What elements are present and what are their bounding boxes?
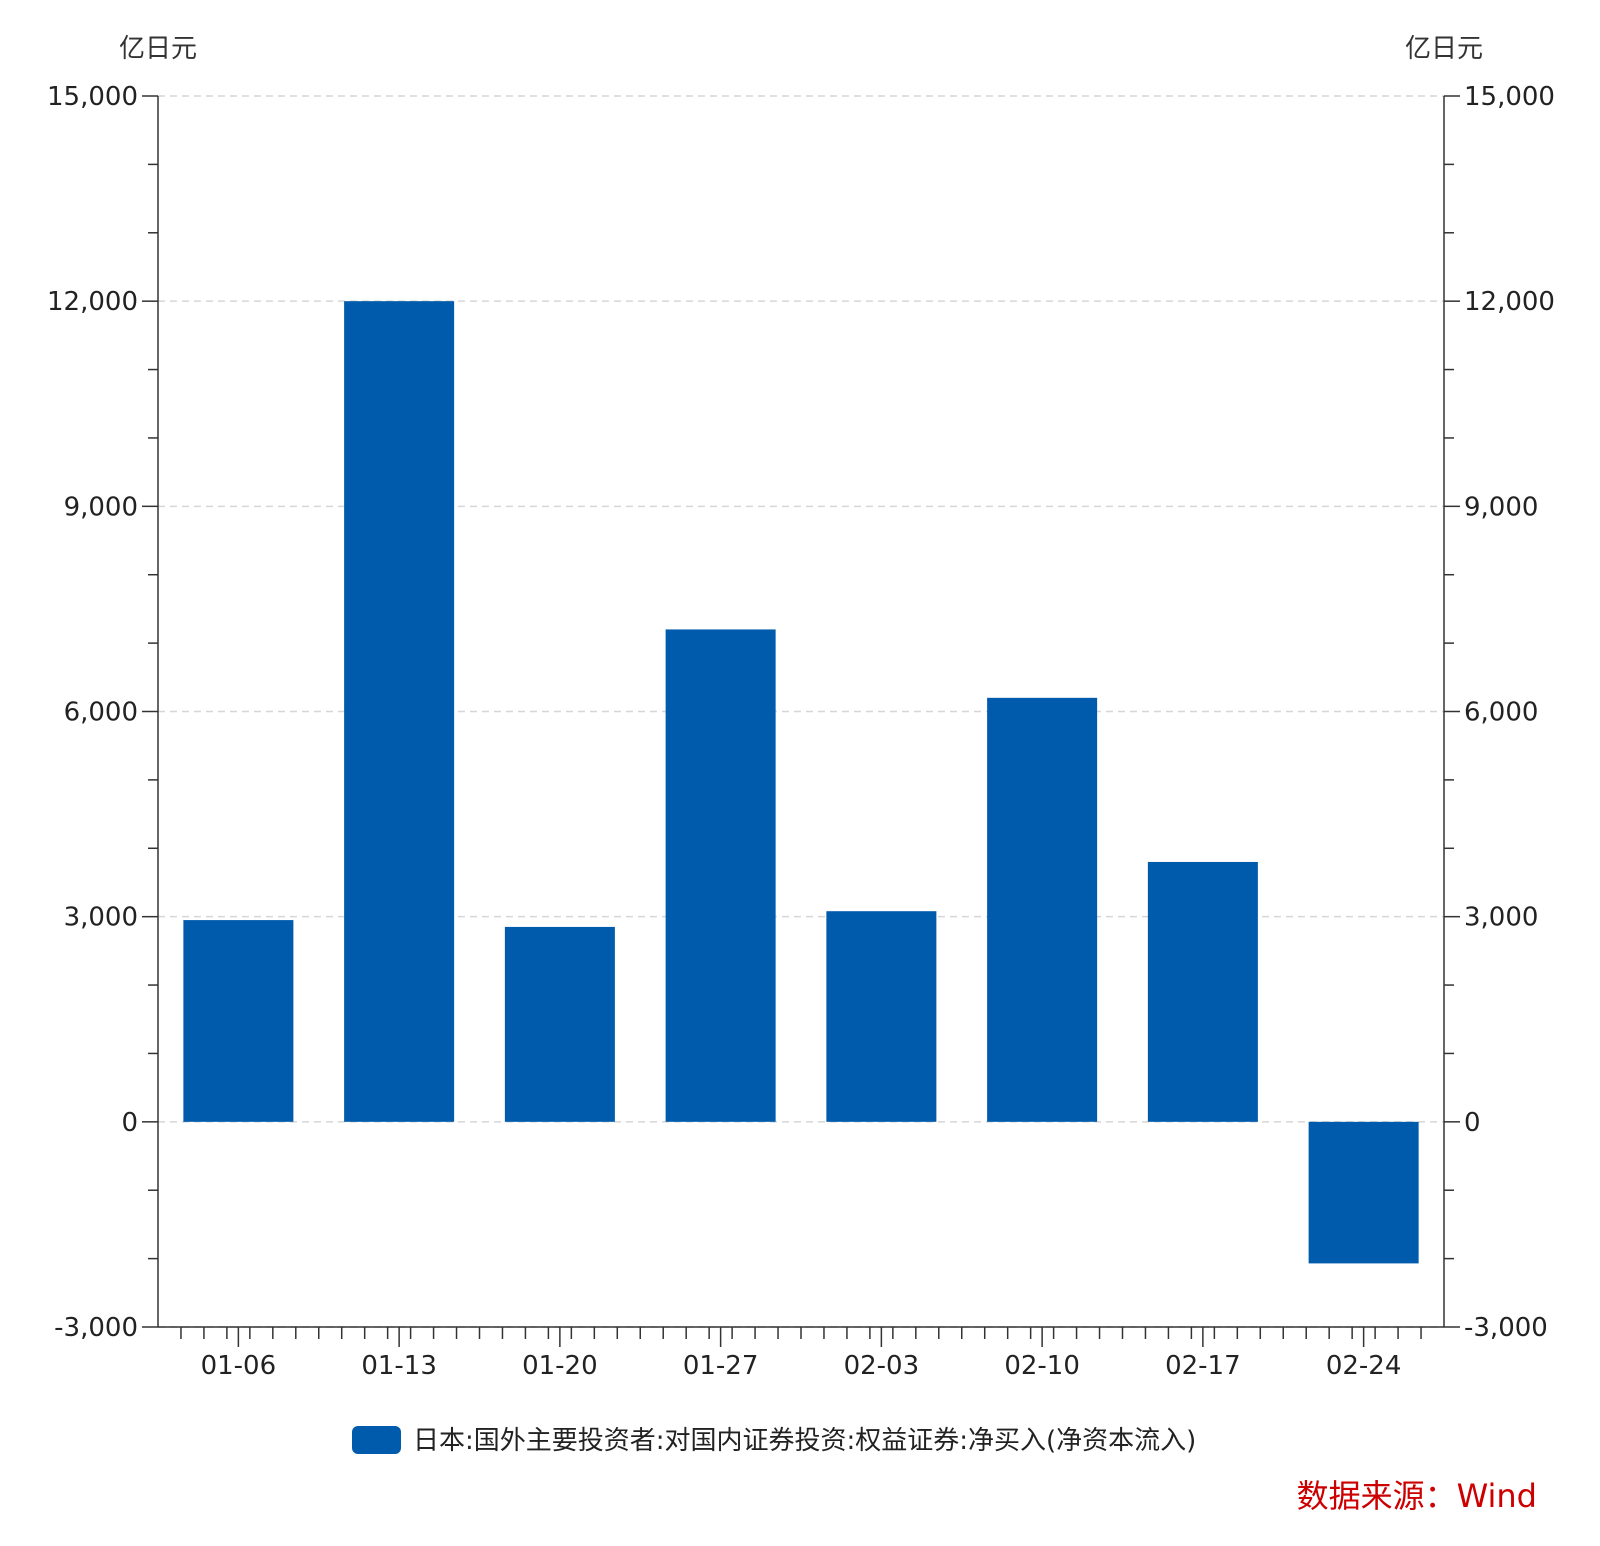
right-y-tick-label: -3,000 bbox=[1464, 1313, 1548, 1343]
x-tick-label: 02-03 bbox=[844, 1351, 920, 1381]
x-tick-label: 01-20 bbox=[522, 1351, 598, 1381]
legend-swatch bbox=[352, 1426, 401, 1454]
right-y-tick-label: 9,000 bbox=[1464, 492, 1538, 522]
left-y-tick-label: 3,000 bbox=[64, 903, 138, 933]
legend: 日本:国外主要投资者:对国内证券投资:权益证券:净买入(净资本流入) bbox=[352, 1426, 1196, 1456]
right-y-tick-label: 12,000 bbox=[1464, 287, 1555, 317]
x-tick-label: 02-10 bbox=[1004, 1351, 1080, 1381]
bar-01-13 bbox=[344, 301, 455, 1122]
legend-label: 日本:国外主要投资者:对国内证券投资:权益证券:净买入(净资本流入) bbox=[413, 1426, 1196, 1456]
left-y-tick-label: -3,000 bbox=[54, 1313, 138, 1343]
tick-labels: -3,000 -3,000 0 0 3,000 3,000 6,000 6,000 9,000 9… bbox=[47, 82, 1555, 1381]
right-y-tick-label: 0 bbox=[1464, 1108, 1481, 1138]
bar-01-20 bbox=[504, 926, 615, 1122]
x-tick-label: 01-06 bbox=[201, 1351, 277, 1381]
bar-01-27 bbox=[665, 629, 776, 1122]
bar-01-06 bbox=[183, 920, 294, 1122]
axes bbox=[142, 95, 1460, 1347]
data-source: 数据来源：Wind bbox=[1297, 1477, 1537, 1515]
right-y-tick-label: 3,000 bbox=[1464, 903, 1538, 933]
bar-02-10 bbox=[987, 697, 1098, 1122]
bars bbox=[183, 301, 1419, 1264]
right-y-tick-label: 6,000 bbox=[1464, 698, 1538, 728]
left-axis-unit: 亿日元 bbox=[119, 34, 197, 64]
x-tick-label: 01-13 bbox=[361, 1351, 437, 1381]
x-tick-label: 02-17 bbox=[1165, 1351, 1241, 1381]
right-axis-unit: 亿日元 bbox=[1405, 34, 1483, 64]
bar-02-17 bbox=[1147, 861, 1258, 1122]
left-y-tick-label: 6,000 bbox=[64, 698, 138, 728]
bar-02-24 bbox=[1308, 1121, 1419, 1264]
left-y-tick-label: 0 bbox=[121, 1108, 138, 1138]
left-y-tick-label: 15,000 bbox=[47, 82, 138, 112]
left-y-tick-label: 9,000 bbox=[64, 492, 138, 522]
x-tick-label: 01-27 bbox=[683, 1351, 759, 1381]
bar-02-03 bbox=[826, 911, 937, 1122]
left-y-tick-label: 12,000 bbox=[47, 287, 138, 317]
right-y-tick-label: 15,000 bbox=[1464, 82, 1555, 112]
x-tick-label: 02-24 bbox=[1326, 1351, 1402, 1381]
